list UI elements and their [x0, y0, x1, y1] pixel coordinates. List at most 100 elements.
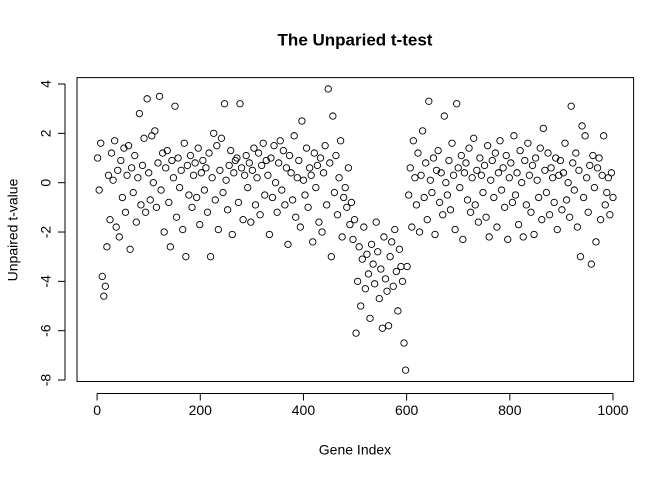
point — [271, 179, 280, 187]
point — [114, 166, 122, 174]
point — [435, 198, 444, 207]
point — [403, 262, 411, 271]
point — [353, 277, 362, 286]
point — [414, 149, 422, 157]
point — [440, 112, 448, 120]
point — [384, 322, 393, 330]
point — [146, 196, 154, 204]
point — [254, 149, 263, 157]
point — [519, 233, 527, 241]
point — [502, 151, 510, 160]
point — [259, 139, 267, 147]
point — [428, 188, 436, 197]
point — [494, 169, 503, 177]
point — [285, 151, 294, 160]
point — [453, 100, 461, 108]
point — [566, 213, 574, 221]
point — [552, 154, 560, 162]
point — [531, 154, 540, 162]
point — [261, 191, 269, 199]
point — [157, 186, 165, 194]
point — [301, 191, 309, 199]
point — [330, 188, 339, 197]
point — [363, 250, 371, 258]
point — [248, 166, 257, 174]
point — [508, 198, 517, 207]
point — [425, 97, 433, 105]
x-tick-label: 1000 — [597, 402, 628, 418]
point — [138, 161, 147, 170]
point — [392, 267, 400, 276]
point — [553, 225, 561, 234]
point — [584, 208, 592, 216]
point — [298, 117, 306, 125]
point — [479, 188, 487, 197]
point — [319, 169, 328, 177]
point — [168, 156, 176, 165]
point — [141, 208, 150, 216]
point — [422, 159, 430, 167]
point — [103, 243, 111, 251]
point — [265, 230, 274, 239]
point — [288, 196, 297, 204]
point — [120, 144, 128, 152]
point — [171, 102, 179, 110]
point — [109, 176, 117, 184]
point — [394, 307, 402, 315]
point — [446, 206, 455, 214]
point — [98, 272, 106, 281]
point — [290, 132, 298, 140]
point — [607, 169, 616, 177]
point — [590, 183, 599, 192]
point — [324, 85, 332, 93]
point — [586, 161, 594, 170]
point — [579, 193, 588, 202]
point — [606, 211, 614, 219]
point — [418, 127, 427, 135]
point — [573, 223, 582, 231]
point — [471, 201, 479, 209]
point — [567, 102, 575, 110]
point — [118, 193, 127, 202]
point — [556, 156, 565, 165]
point — [417, 171, 425, 179]
point — [258, 161, 266, 170]
point — [364, 270, 373, 278]
point — [163, 146, 171, 155]
point — [505, 174, 513, 182]
point — [431, 230, 439, 239]
x-axis-label: Gene Index — [319, 442, 391, 458]
point — [307, 171, 315, 179]
point — [253, 174, 261, 182]
point — [205, 149, 213, 157]
point — [230, 169, 238, 177]
point — [400, 339, 408, 347]
point — [352, 329, 360, 337]
point — [321, 142, 329, 150]
point — [214, 225, 222, 234]
point — [193, 193, 201, 202]
point — [279, 146, 287, 155]
point — [123, 171, 131, 179]
point — [406, 164, 414, 172]
point — [533, 176, 541, 184]
point — [132, 218, 140, 226]
point — [488, 156, 496, 165]
y-tick-label: -2 — [38, 226, 54, 239]
point — [203, 208, 212, 216]
point — [490, 193, 498, 202]
point — [366, 314, 374, 323]
point — [593, 164, 602, 172]
x-tick-label: 600 — [395, 402, 419, 418]
point — [104, 171, 113, 179]
point — [561, 139, 569, 147]
point — [358, 255, 366, 263]
point — [589, 151, 597, 160]
point — [550, 198, 558, 207]
point — [131, 151, 139, 160]
point — [276, 137, 284, 145]
point — [210, 129, 218, 137]
point — [429, 154, 438, 162]
point — [575, 166, 583, 174]
